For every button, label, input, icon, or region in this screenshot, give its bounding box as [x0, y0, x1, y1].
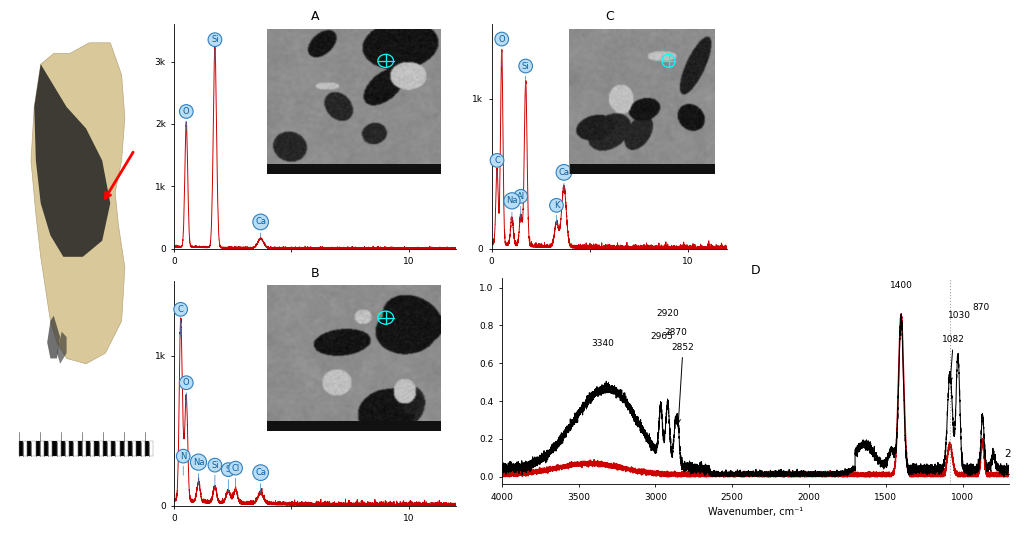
Title: B: B [310, 267, 319, 280]
Bar [28, 441, 32, 456]
Text: 1082: 1082 [942, 335, 965, 381]
Bar [78, 441, 82, 456]
Bar [40, 441, 44, 456]
Text: FW: 981 μm, Mode: 15 kV - Image, Detector: BSD Full: FW: 981 μm, Mode: 15 kV - Image, Detecto… [503, 294, 716, 303]
Bar [66, 441, 70, 456]
Text: 1400: 1400 [890, 280, 912, 289]
Bar [70, 441, 74, 456]
Bar [24, 441, 28, 456]
Text: Si: Si [211, 461, 219, 487]
Bar [102, 441, 106, 456]
Bar [132, 441, 136, 456]
Bar [36, 441, 40, 456]
Bar [86, 441, 90, 456]
Bar [74, 441, 78, 456]
Text: 2870: 2870 [664, 328, 687, 337]
Bar [48, 441, 52, 456]
Text: Ca: Ca [255, 217, 266, 238]
Bar [128, 441, 132, 456]
Text: Al: Al [517, 192, 525, 218]
Bar [120, 441, 124, 456]
Text: FW: 981 μm, Mode: 15 kV - Image, Detector: BSD Full: FW: 981 μm, Mode: 15 kV - Image, Detecto… [208, 294, 422, 303]
Text: Si: Si [522, 62, 529, 94]
X-axis label: Wavenumber, cm⁻¹: Wavenumber, cm⁻¹ [708, 507, 803, 517]
Bar [136, 441, 140, 456]
Bar [90, 441, 94, 456]
Bar [148, 441, 154, 456]
Text: 2852: 2852 [672, 343, 694, 423]
Text: 3340: 3340 [592, 339, 614, 348]
Bar [82, 441, 86, 456]
Text: Cl: Cl [231, 464, 240, 491]
Bar [94, 441, 98, 456]
Text: Ca: Ca [255, 468, 266, 493]
Bar [52, 441, 56, 456]
Bar [116, 441, 120, 456]
Bar [44, 441, 48, 456]
Bar [124, 441, 128, 456]
Text: 2965: 2965 [650, 332, 673, 341]
Title: C: C [605, 10, 613, 23]
Polygon shape [31, 43, 125, 364]
Text: Na: Na [506, 196, 518, 221]
Text: 870: 870 [973, 303, 989, 312]
Bar [106, 441, 112, 456]
Text: 2: 2 [1004, 449, 1011, 459]
Text: N: N [180, 452, 186, 475]
Polygon shape [47, 316, 60, 358]
Text: C: C [178, 305, 183, 338]
Text: Na: Na [193, 457, 204, 485]
Text: K: K [554, 201, 559, 224]
Text: C: C [494, 156, 500, 177]
Text: 1: 1 [1004, 467, 1011, 477]
Text: Si: Si [211, 35, 219, 62]
Bar [60, 441, 66, 456]
Text: S: S [225, 465, 231, 492]
Bar [32, 441, 36, 456]
Title: D: D [751, 264, 760, 277]
Bar [140, 441, 144, 456]
Bar [144, 441, 148, 456]
Text: O: O [183, 107, 189, 131]
Bar [18, 441, 24, 456]
Bar [56, 441, 60, 456]
Bar [112, 441, 116, 456]
Text: O: O [183, 378, 189, 406]
Text: 2920: 2920 [656, 309, 679, 318]
Bar [98, 441, 102, 456]
Title: A: A [310, 10, 319, 23]
Polygon shape [34, 64, 111, 257]
Text: 1030: 1030 [948, 311, 971, 320]
Polygon shape [57, 332, 67, 364]
Text: O: O [499, 35, 505, 67]
Text: Ca: Ca [558, 168, 569, 191]
